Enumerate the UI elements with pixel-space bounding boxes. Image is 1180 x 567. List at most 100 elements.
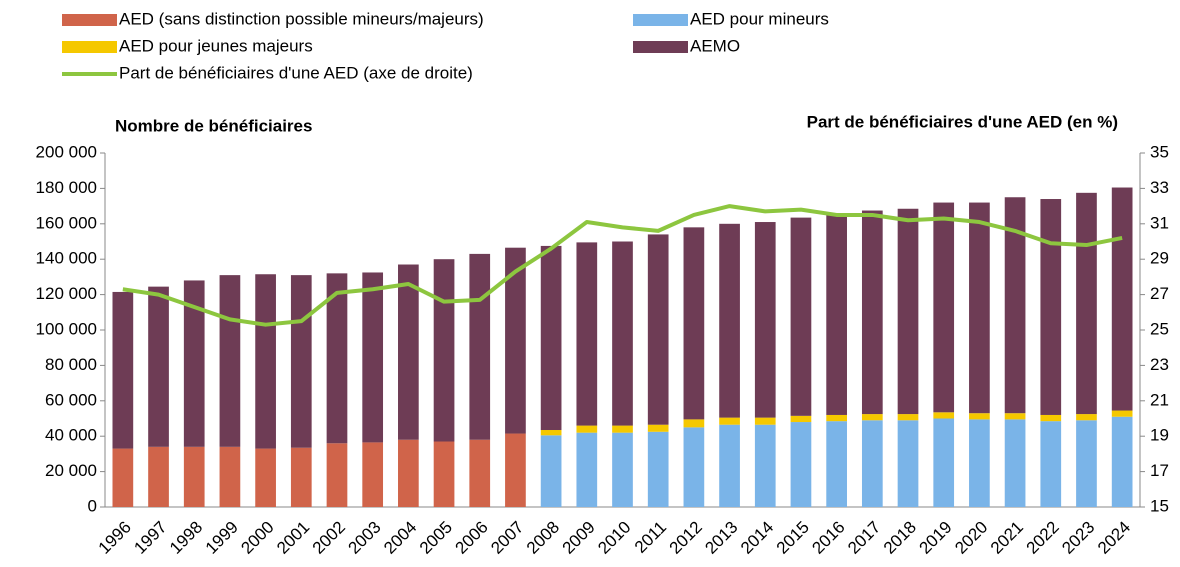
bar-segment xyxy=(1111,187,1133,411)
legend-label: AED (sans distinction possible mineurs/m… xyxy=(119,9,484,28)
bar-segment xyxy=(933,202,955,413)
y-tick-label: 200 000 xyxy=(36,142,97,161)
legend-swatch xyxy=(62,14,117,26)
bar-segment xyxy=(112,448,134,507)
legend-swatch xyxy=(633,14,688,26)
legend-label: AEMO xyxy=(690,36,740,55)
bar-segment xyxy=(1040,421,1062,507)
legend-label: AED pour mineurs xyxy=(690,9,829,28)
bar-segment xyxy=(505,247,526,434)
y-tick-label: 120 000 xyxy=(36,284,97,303)
bar-segment xyxy=(112,291,134,449)
bar-segment xyxy=(826,421,847,507)
bar-segment xyxy=(969,413,990,420)
bar-segment xyxy=(969,202,990,414)
x-tick-label: 2022 xyxy=(1023,518,1063,558)
bar-segment xyxy=(219,446,241,507)
bar-segment xyxy=(683,419,705,428)
bar-segment xyxy=(576,425,598,433)
bar-segment xyxy=(183,446,205,507)
bar-segment xyxy=(754,222,776,418)
y2-tick-label: 31 xyxy=(1150,213,1169,232)
bar-segment xyxy=(612,241,633,426)
y-tick-label: 180 000 xyxy=(36,178,97,197)
y2-axis-title: Part de bénéficiaires d'une AED (en %) xyxy=(807,112,1118,131)
bar-segment xyxy=(540,430,562,436)
bar-segment xyxy=(1076,420,1097,507)
x-tick-label: 1999 xyxy=(202,518,242,558)
bar-segment xyxy=(647,431,669,507)
bar-segment xyxy=(576,242,598,426)
bar-segment xyxy=(1076,192,1097,415)
y-tick-label: 80 000 xyxy=(45,355,97,374)
x-tick-label: 2008 xyxy=(523,518,563,558)
legend-label: AED pour jeunes majeurs xyxy=(119,36,313,55)
bar-segment xyxy=(290,275,312,448)
x-tick-label: 1998 xyxy=(166,518,206,558)
x-tick-label: 2013 xyxy=(701,518,741,558)
bar-segment xyxy=(861,420,883,507)
bar-segment xyxy=(969,419,990,507)
bar-segment xyxy=(790,415,812,423)
bar-segment xyxy=(897,208,919,415)
y2-tick-label: 23 xyxy=(1150,355,1169,374)
x-tick-label: 2023 xyxy=(1058,518,1098,558)
bar-segment xyxy=(433,259,455,442)
y-tick-label: 0 xyxy=(88,496,97,515)
x-tick-label: 2006 xyxy=(452,518,492,558)
bar-segment xyxy=(505,433,526,507)
bar-segment xyxy=(861,414,883,421)
bar-segment xyxy=(1004,413,1026,420)
x-tick-label: 1997 xyxy=(130,518,170,558)
x-tick-label: 2016 xyxy=(808,518,848,558)
x-tick-label: 2003 xyxy=(344,518,384,558)
x-tick-label: 2020 xyxy=(951,518,991,558)
legend-label: Part de bénéficiaires d'une AED (axe de … xyxy=(119,63,473,82)
legend-swatch xyxy=(62,41,117,53)
bar-segment xyxy=(647,424,669,432)
x-tick-label: 2012 xyxy=(666,518,706,558)
bar-segment xyxy=(612,432,633,507)
bar-segment xyxy=(861,210,883,415)
x-tick-label: 2004 xyxy=(380,518,420,558)
bar-segment xyxy=(290,447,312,507)
y-tick-label: 20 000 xyxy=(45,461,97,480)
bar-segment xyxy=(362,272,384,443)
x-tick-label: 2001 xyxy=(273,518,313,558)
y-tick-label: 60 000 xyxy=(45,390,97,409)
bar-segment xyxy=(362,442,384,507)
bar-segment xyxy=(933,418,955,507)
bar-segment xyxy=(1111,416,1133,507)
bar-segment xyxy=(326,443,348,507)
line xyxy=(122,204,1123,327)
bar-segment xyxy=(398,264,419,440)
bar-segment xyxy=(469,439,491,507)
bar-segment xyxy=(148,446,169,507)
x-tick-label: 2014 xyxy=(737,518,777,558)
bar-segment xyxy=(1040,414,1062,422)
y2-tick-label: 29 xyxy=(1150,249,1169,268)
bar-segment xyxy=(719,223,740,418)
bar-segment xyxy=(719,417,740,425)
x-tick-label: 2024 xyxy=(1094,518,1134,558)
bar-segment xyxy=(826,414,847,422)
x-tick-label: 2005 xyxy=(416,518,456,558)
bar-segment xyxy=(683,427,705,507)
bar-segment xyxy=(398,439,419,507)
y-tick-label: 140 000 xyxy=(36,249,97,268)
x-tick-label: 2000 xyxy=(237,518,277,558)
bar-segment xyxy=(1076,414,1097,421)
y2-tick-label: 27 xyxy=(1150,284,1169,303)
bar-segment xyxy=(1004,197,1026,414)
y-tick-label: 160 000 xyxy=(36,213,97,232)
x-tick-label: 2021 xyxy=(987,518,1027,558)
bar-segment xyxy=(754,417,776,425)
y2-tick-label: 33 xyxy=(1150,178,1169,197)
x-tick-label: 2002 xyxy=(309,518,349,558)
y2-tick-label: 19 xyxy=(1150,426,1169,445)
y-tick-label: 40 000 xyxy=(45,426,97,445)
bar-segment xyxy=(754,424,776,507)
bar-segment xyxy=(1004,419,1026,507)
bar-segment xyxy=(933,412,955,419)
bar-segment xyxy=(326,273,348,444)
